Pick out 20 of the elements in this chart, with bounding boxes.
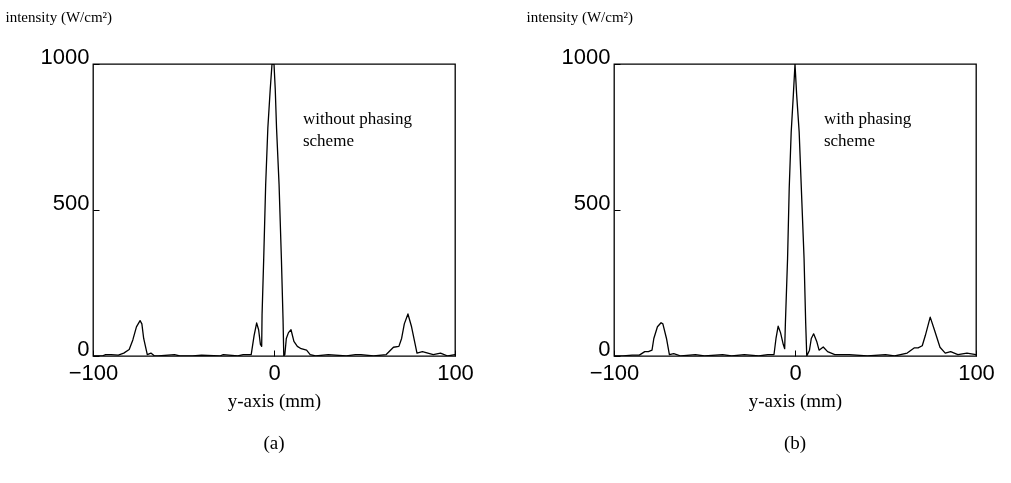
x-axis-title: y-axis (mm) (227, 389, 322, 412)
x-tick-label: 0 (789, 359, 802, 385)
x-tick-label: −100 (589, 359, 640, 385)
y-tick-label: 1000 (40, 43, 90, 69)
text: (a) (263, 432, 285, 454)
y-tick-label: 0 (77, 335, 90, 361)
y-axis-title: intensity (W/cm²) (526, 8, 634, 26)
y-tick-label: 500 (52, 189, 90, 215)
y-tick-label: 1000 (561, 43, 611, 69)
y-axis-title: intensity (W/cm²) (5, 8, 113, 26)
y-tick-label: 500 (573, 189, 611, 215)
x-tick-label: −100 (68, 359, 119, 385)
x-tick-label: 0 (268, 359, 281, 385)
y-tick-label: 0 (598, 335, 611, 361)
x-tick-label: 100 (437, 359, 474, 385)
annotation: without phasing scheme (302, 108, 413, 150)
text: (b) (783, 432, 807, 454)
x-tick-label: 100 (958, 359, 995, 385)
x-axis-title: y-axis (mm) (748, 389, 843, 412)
annotation: with phasing scheme (823, 108, 912, 150)
